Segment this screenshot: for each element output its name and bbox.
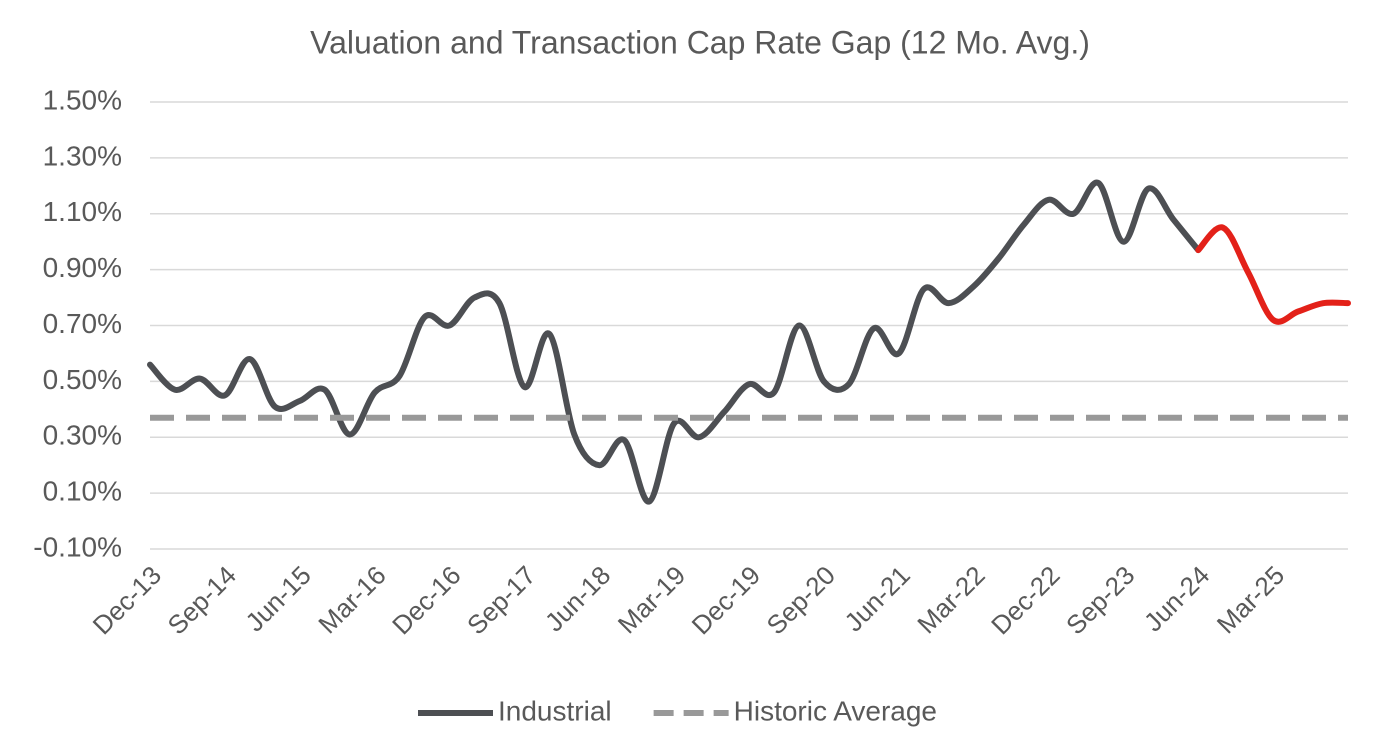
y-tick-label: 0.10%: [43, 476, 122, 507]
x-tick-label: Sep-17: [461, 560, 541, 640]
legend-label: Industrial: [498, 695, 612, 726]
x-tick-label: Dec-13: [87, 560, 167, 640]
y-tick-label: 1.50%: [43, 84, 122, 115]
x-tick-label: Sep-14: [161, 560, 241, 640]
x-tick-label: Sep-23: [1060, 560, 1140, 640]
x-tick-label: Mar-19: [612, 560, 691, 639]
x-tick-label: Sep-20: [760, 560, 840, 640]
series-line: [147, 179, 1202, 505]
x-tick-label: Mar-22: [911, 560, 990, 639]
series-line: [1195, 224, 1351, 325]
y-tick-label: 0.30%: [43, 420, 122, 451]
x-tick-label: Mar-25: [1211, 560, 1290, 639]
x-tick-label: Dec-22: [985, 560, 1065, 640]
y-tick-label: 0.50%: [43, 364, 122, 395]
x-tick-label: Dec-16: [386, 560, 466, 640]
x-tick-label: Jun-18: [539, 560, 616, 637]
y-tick-label: 0.90%: [43, 252, 122, 283]
chart-title: Valuation and Transaction Cap Rate Gap (…: [310, 24, 1090, 60]
x-tick-label: Jun-24: [1138, 560, 1215, 637]
x-tick-label: Jun-21: [838, 560, 915, 637]
legend-label: Historic Average: [734, 695, 937, 726]
y-tick-label: -0.10%: [33, 531, 122, 562]
x-tick-label: Dec-19: [686, 560, 766, 640]
x-tick-label: Mar-16: [312, 560, 391, 639]
y-tick-label: 1.30%: [43, 140, 122, 171]
y-tick-label: 0.70%: [43, 308, 122, 339]
y-tick-label: 1.10%: [43, 196, 122, 227]
x-tick-label: Jun-15: [239, 560, 316, 637]
legend: Industrial Historic Average: [418, 695, 937, 726]
